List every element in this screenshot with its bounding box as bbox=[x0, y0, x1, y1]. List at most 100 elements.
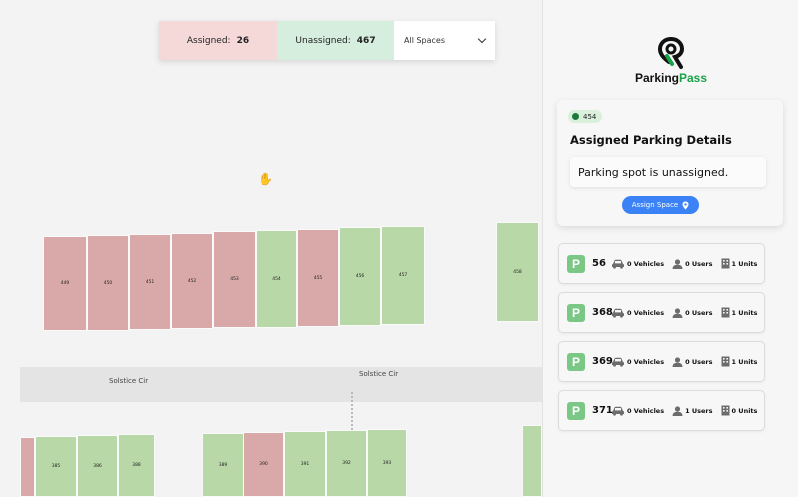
parking-p-icon: P bbox=[567, 352, 585, 371]
road bbox=[20, 367, 542, 402]
parking-p-icon: P bbox=[567, 401, 585, 420]
parking-space[interactable]: 451 bbox=[129, 234, 171, 330]
vehicles-count: 0 Vehicles bbox=[611, 357, 664, 367]
details-message: Parking spot is unassigned. bbox=[570, 157, 766, 187]
parking-space[interactable]: 455 bbox=[297, 229, 339, 327]
parking-space[interactable]: 454 bbox=[256, 230, 297, 328]
user-icon bbox=[672, 356, 683, 367]
location-pin-icon bbox=[682, 201, 689, 209]
parking-space[interactable]: 385 bbox=[35, 436, 77, 497]
user-icon bbox=[672, 307, 683, 318]
car-icon bbox=[612, 308, 624, 318]
user-icon bbox=[672, 258, 683, 269]
units-text: 1 Units bbox=[731, 308, 758, 317]
assigned-label: Assigned: bbox=[186, 35, 231, 46]
parking-space[interactable]: 452 bbox=[171, 233, 213, 329]
parking-space[interactable]: 453 bbox=[213, 231, 256, 328]
parking-p-icon: P bbox=[567, 254, 585, 273]
side-panel: ParkingPass 454 Assigned Parking Details… bbox=[542, 0, 798, 497]
chevron-down-icon bbox=[477, 34, 487, 44]
users-text: 0 Users bbox=[685, 259, 713, 268]
parking-space[interactable]: 458 bbox=[496, 222, 539, 322]
units-text: 1 Units bbox=[731, 357, 758, 366]
unassigned-label: Unassigned: bbox=[295, 35, 351, 46]
parking-space[interactable]: 450 bbox=[87, 235, 129, 331]
units-count: 1 Units bbox=[721, 258, 758, 269]
assign-space-button[interactable]: Assign Space bbox=[622, 196, 699, 214]
unassigned-count-box[interactable]: Unassigned: 467 bbox=[277, 21, 394, 60]
vehicles-text: 0 Vehicles bbox=[627, 406, 665, 415]
space-id-badge: 454 bbox=[568, 110, 603, 123]
parking-space[interactable]: 457 bbox=[381, 226, 425, 325]
assign-space-label: Assign Space bbox=[631, 201, 679, 209]
parking-map[interactable]: Solstice Cir Solstice Cir 449 450 451 452 45… bbox=[0, 0, 542, 497]
parking-lot-card[interactable]: P 371 0 Vehicles 1 Users 0 Units bbox=[558, 390, 765, 431]
users-text: 1 Users bbox=[685, 406, 713, 415]
parking-pin-logo-icon bbox=[657, 37, 685, 69]
car-icon bbox=[612, 259, 624, 269]
parking-space[interactable] bbox=[20, 437, 35, 497]
vehicles-count: 0 Vehicles bbox=[611, 259, 664, 269]
status-bar: Assigned: 26 Unassigned: 467 All Spaces bbox=[159, 21, 495, 60]
lot-number: 371 bbox=[592, 405, 613, 416]
parking-space[interactable]: 392 bbox=[326, 430, 367, 497]
building-icon bbox=[721, 258, 730, 269]
lot-number: 56 bbox=[592, 258, 606, 269]
road-label: Solstice Cir bbox=[359, 370, 399, 378]
status-dot-icon bbox=[572, 113, 579, 120]
parking-space[interactable]: 391 bbox=[284, 431, 326, 497]
parking-space[interactable]: 390 bbox=[243, 432, 284, 497]
parking-p-icon: P bbox=[567, 303, 585, 322]
parking-space[interactable]: 389 bbox=[202, 433, 244, 497]
vehicles-text: 0 Vehicles bbox=[627, 308, 665, 317]
users-count: 0 Users bbox=[672, 356, 713, 367]
units-count: 1 Units bbox=[721, 307, 758, 318]
building-icon bbox=[721, 307, 730, 318]
parking-lot-card[interactable]: P 56 0 Vehicles 0 Users 1 Units bbox=[558, 243, 765, 284]
units-count: 1 Units bbox=[721, 356, 758, 367]
parkingpass-logo: ParkingPass bbox=[543, 36, 798, 85]
logo-word2: Pass bbox=[678, 71, 708, 85]
assigned-count-box[interactable]: Assigned: 26 bbox=[159, 21, 277, 60]
users-count: 1 Users bbox=[672, 405, 713, 416]
space-id: 454 bbox=[583, 112, 597, 121]
lot-number: 368 bbox=[592, 307, 613, 318]
car-icon bbox=[612, 357, 624, 367]
space-filter-select[interactable]: All Spaces bbox=[394, 21, 495, 60]
units-text: 0 Units bbox=[731, 406, 758, 415]
road-label: Solstice Cir bbox=[109, 377, 149, 385]
users-count: 0 Users bbox=[672, 258, 713, 269]
units-text: 1 Units bbox=[731, 259, 758, 268]
users-text: 0 Users bbox=[685, 308, 713, 317]
units-count: 0 Units bbox=[721, 405, 758, 416]
details-title: Assigned Parking Details bbox=[570, 133, 732, 147]
road-divider bbox=[351, 392, 355, 430]
parking-space[interactable] bbox=[522, 425, 542, 497]
users-count: 0 Users bbox=[672, 307, 713, 318]
parking-space[interactable]: 456 bbox=[339, 227, 381, 326]
hand-cursor-icon: ✋ bbox=[258, 172, 273, 186]
unassigned-count: 467 bbox=[356, 35, 376, 46]
parking-space[interactable]: 388 bbox=[118, 434, 155, 497]
vehicles-count: 0 Vehicles bbox=[611, 406, 664, 416]
logo-word1: Parking bbox=[634, 71, 679, 85]
assigned-count: 26 bbox=[236, 35, 250, 46]
parking-space[interactable]: 386 bbox=[77, 435, 118, 497]
space-filter-value: All Spaces bbox=[404, 36, 446, 45]
assigned-parking-details-card: 454 Assigned Parking Details Parking spo… bbox=[557, 100, 783, 226]
building-icon bbox=[721, 356, 730, 367]
lot-number: 369 bbox=[592, 356, 613, 367]
building-icon bbox=[721, 405, 730, 416]
logo-text: ParkingPass bbox=[543, 71, 798, 85]
car-icon bbox=[612, 406, 624, 416]
parking-lot-card[interactable]: P 368 0 Vehicles 0 Users 1 Units bbox=[558, 292, 765, 333]
vehicles-text: 0 Vehicles bbox=[627, 357, 665, 366]
parking-space[interactable]: 393 bbox=[367, 429, 407, 497]
vehicles-text: 0 Vehicles bbox=[627, 259, 665, 268]
vehicles-count: 0 Vehicles bbox=[611, 308, 664, 318]
parking-space[interactable]: 449 bbox=[43, 236, 87, 331]
parking-lot-card[interactable]: P 369 0 Vehicles 0 Users 1 Units bbox=[558, 341, 765, 382]
details-message-text: Parking spot is unassigned. bbox=[578, 165, 729, 179]
users-text: 0 Users bbox=[685, 357, 713, 366]
user-icon bbox=[672, 405, 683, 416]
